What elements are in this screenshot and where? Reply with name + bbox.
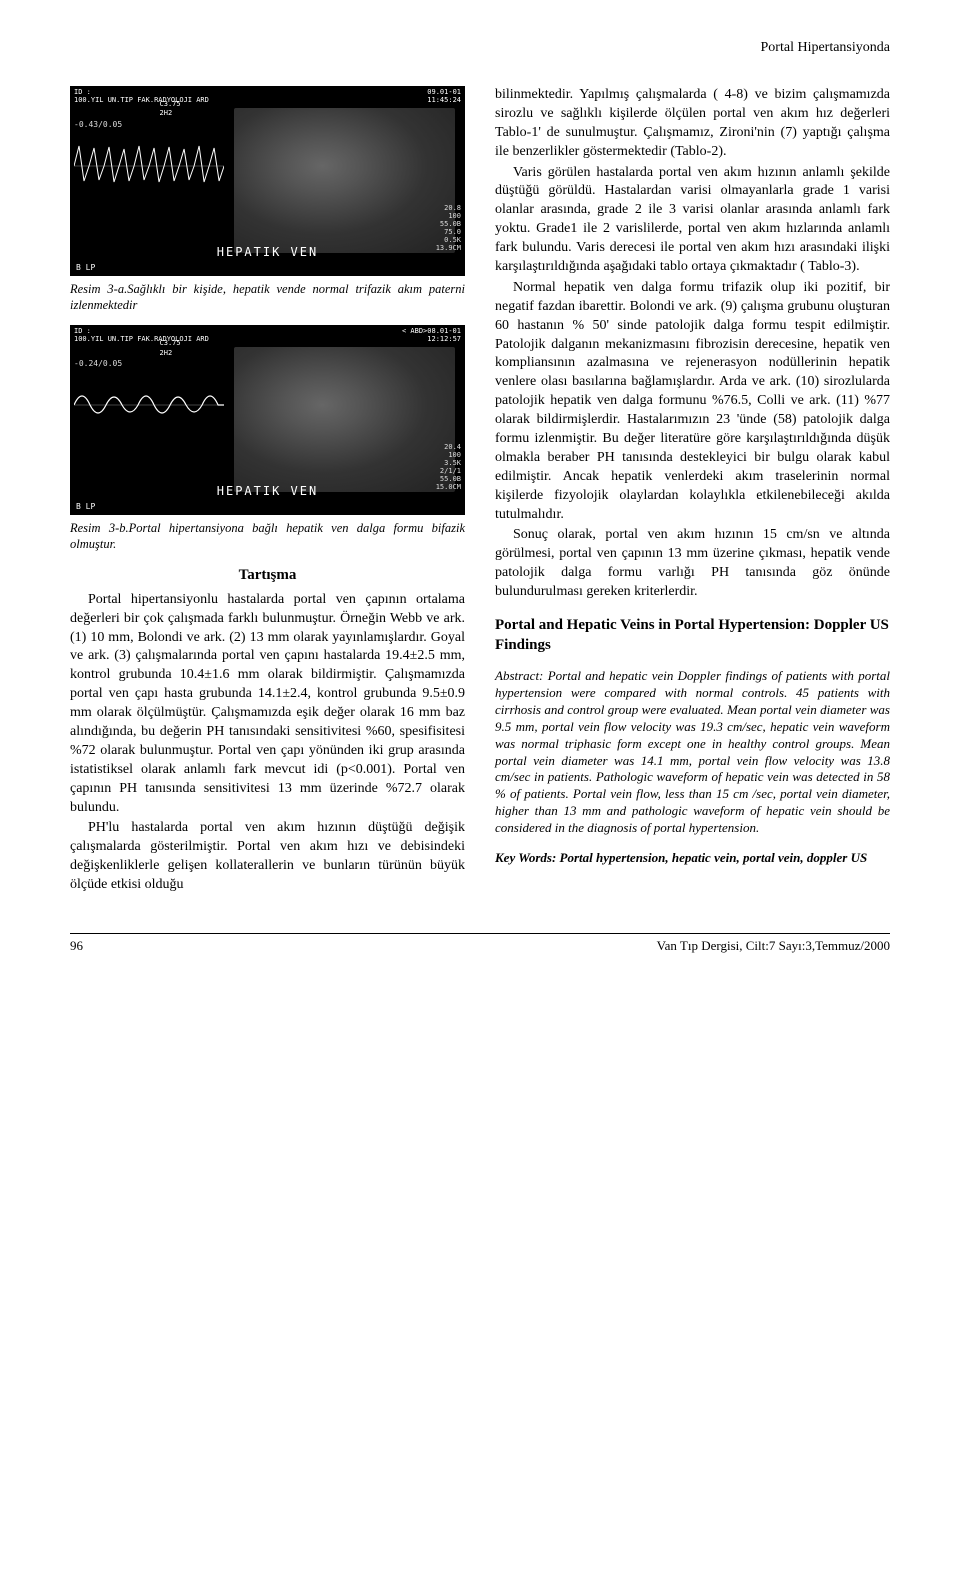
figure-3a-caption: Resim 3-a.Sağlıklı bir kişide, hepatik v… <box>70 282 465 313</box>
two-column-layout: ID : 09.01-01 100.YIL UN.TIP FAK.RADYOLO… <box>70 86 890 897</box>
figure-3b-ultrasound: ID : < ABD>08.01-01 100.YIL UN.TIP FAK.R… <box>70 325 465 515</box>
fig3a-time: 11:45:24 <box>427 97 461 105</box>
fig3b-time: 12:12:57 <box>427 336 461 344</box>
running-head: Portal Hipertansiyonda <box>70 40 890 56</box>
right-paragraph-3: Normal hepatik ven dalga formu trifazik … <box>495 279 890 525</box>
right-paragraph-4: Sonuç olarak, portal ven akım hızının 15… <box>495 526 890 602</box>
fig3b-bmode-area <box>234 347 455 492</box>
left-paragraph-2: PH'lu hastalarda portal ven akım hızının… <box>70 819 465 895</box>
fig3a-scale-left: -0.43/0.05 <box>74 120 122 131</box>
fig3b-probe: C3.752H2 <box>160 339 181 358</box>
fig3b-institution: 100.YIL UN.TIP FAK.RADYOLOJI ARD <box>74 335 209 343</box>
figure-3a-ultrasound: ID : 09.01-01 100.YIL UN.TIP FAK.RADYOLO… <box>70 86 465 276</box>
fig3a-blp: B LP <box>76 263 95 274</box>
discussion-heading: Tartışma <box>70 565 465 585</box>
english-abstract: Abstract: Portal and hepatic vein Dopple… <box>495 668 890 837</box>
fig3a-probe: C3.752H2 <box>160 100 181 119</box>
fig3a-bmode-area <box>234 108 455 253</box>
right-paragraph-1: bilinmektedir. Yapılmış çalışmalarda ( 4… <box>495 86 890 162</box>
left-paragraph-1: Portal hipertansiyonlu hastalarda portal… <box>70 591 465 818</box>
fig3b-doppler-wave <box>74 375 224 435</box>
journal-citation: Van Tıp Dergisi, Cilt:7 Sayı:3,Temmuz/20… <box>657 938 890 954</box>
right-paragraph-2: Varis görülen hastalarda portal ven akım… <box>495 164 890 277</box>
page-number: 96 <box>70 938 83 954</box>
fig3b-vessel-label: HEPATIK VEN <box>70 483 465 499</box>
left-column: ID : 09.01-01 100.YIL UN.TIP FAK.RADYOLO… <box>70 86 465 897</box>
english-title: Portal and Hepatic Veins in Portal Hyper… <box>495 616 890 655</box>
figure-3b-caption: Resim 3-b.Portal hipertansiyona bağlı he… <box>70 521 465 552</box>
fig3a-vessel-label: HEPATIK VEN <box>70 244 465 260</box>
page-footer: 96 Van Tıp Dergisi, Cilt:7 Sayı:3,Temmuz… <box>70 933 890 954</box>
right-column: bilinmektedir. Yapılmış çalışmalarda ( 4… <box>495 86 890 897</box>
key-words: Key Words: Portal hypertension, hepatic … <box>495 850 890 867</box>
fig3a-institution: 100.YIL UN.TIP FAK.RADYOLOJI ARD <box>74 96 209 104</box>
fig3b-scale-left: -0.24/0.05 <box>74 359 122 370</box>
fig3a-doppler-wave <box>74 136 224 196</box>
fig3b-blp: B LP <box>76 502 95 513</box>
